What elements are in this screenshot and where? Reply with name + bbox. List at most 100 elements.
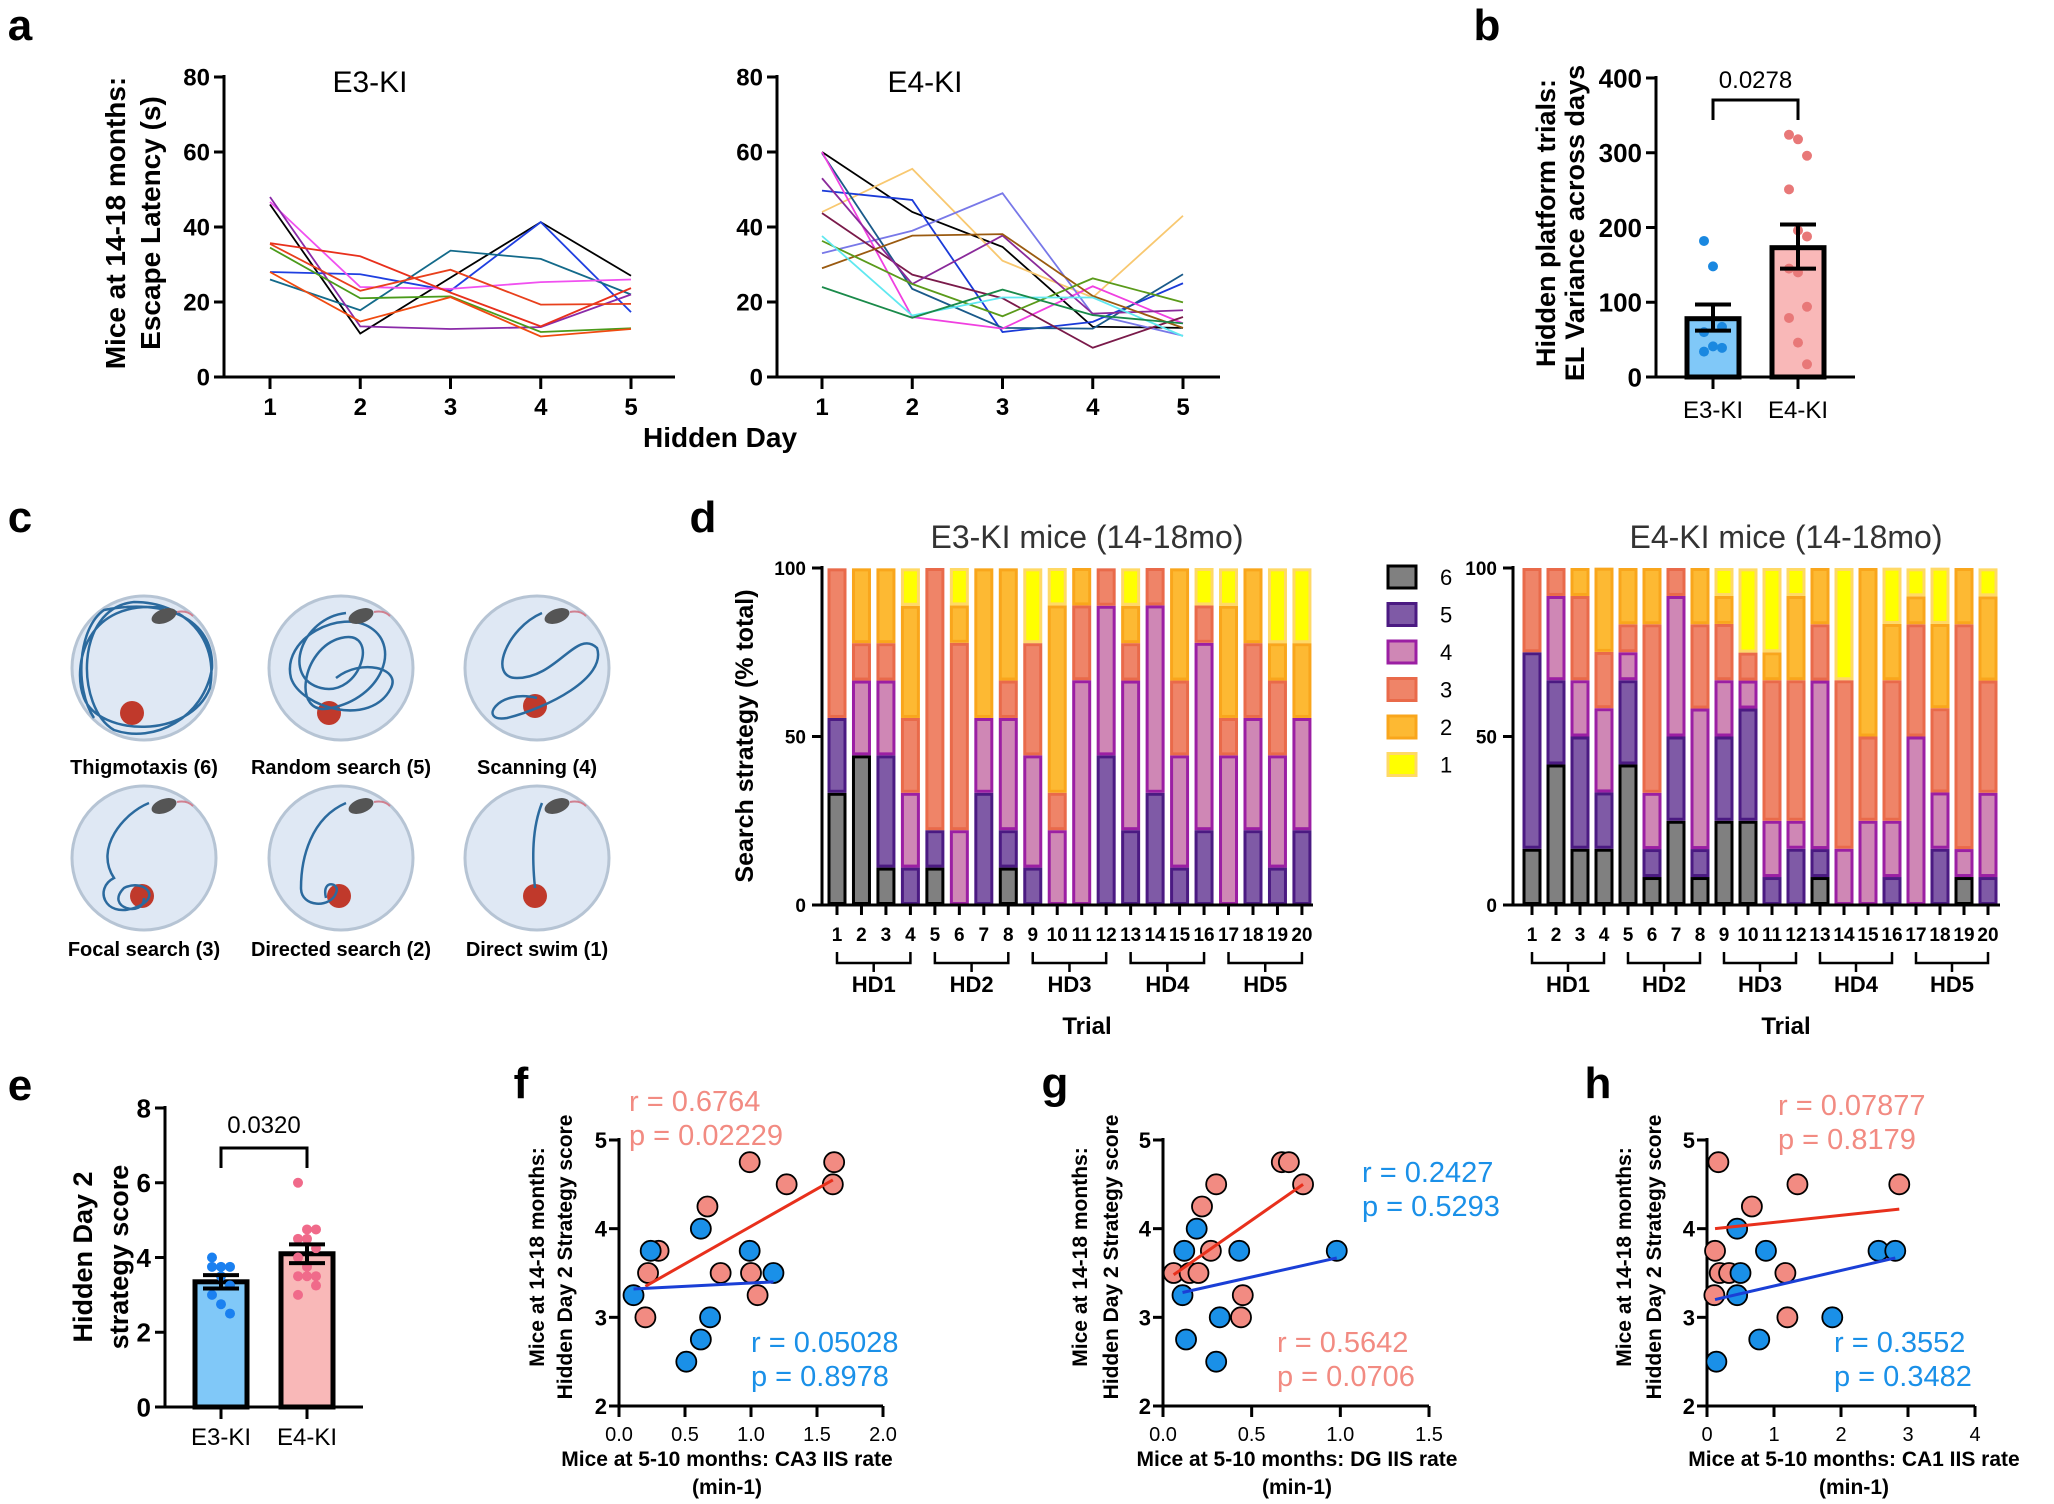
day-bracket xyxy=(1914,952,1990,972)
data-point-e3-ki xyxy=(1205,1350,1228,1373)
bar-segment-strategy-2 xyxy=(1810,568,1830,625)
data-point-e4-ki xyxy=(1205,1173,1228,1196)
bar-segment-strategy-4 xyxy=(1666,595,1686,737)
category-label: E4-KI xyxy=(1768,397,1828,424)
data-point xyxy=(302,1233,312,1244)
x-tick-label: 16 xyxy=(1881,925,1902,946)
legend-swatch xyxy=(1386,714,1418,740)
x-axis-unit: (min-1) xyxy=(1262,1476,1332,1499)
panel-label: e xyxy=(8,1061,32,1110)
bar-segment-strategy-4 xyxy=(1145,605,1165,793)
bar-segment-strategy-3 xyxy=(1762,680,1782,821)
category-label: E4-KI xyxy=(277,1424,337,1451)
pool-icon xyxy=(267,784,415,932)
y-axis-label: Mice at 14-18 months: xyxy=(100,77,131,370)
bar-segment-strategy-4 xyxy=(1047,830,1067,905)
data-point-e3-ki xyxy=(689,1328,712,1351)
line-chart-a-e4: E4-KI 0 20 40 60 80 1 2 3 4 5 xyxy=(736,65,1220,421)
correlation-r: r = 0.07877 xyxy=(1778,1090,1926,1122)
y-tick-label: 40 xyxy=(736,215,763,242)
bar-segment-strategy-3 xyxy=(851,643,871,681)
x-tick-label: 10 xyxy=(1047,925,1068,946)
bar-segment-strategy-4 xyxy=(1267,755,1287,868)
panel-label: d xyxy=(690,493,717,542)
strategy-illustration-random: Random search (5) xyxy=(251,594,431,779)
data-point xyxy=(216,1299,226,1310)
bar-segment-strategy-4 xyxy=(1546,595,1566,681)
data-point-e4-ki xyxy=(740,1262,762,1284)
mouse-tail xyxy=(176,800,194,807)
stacked-bar-chart-d-e4: E4-KI mice (14-18mo)1 2 3 4 5 6 7 8 9 10 11 12 13 14 1… xyxy=(1465,519,2000,1040)
bar-segment-strategy-2 xyxy=(1786,595,1806,681)
bar-segment-strategy-3 xyxy=(1194,605,1214,643)
y-axis-label: Hidden platform trials: xyxy=(1531,79,1561,367)
data-point xyxy=(293,1289,303,1300)
data-point-e3-ki xyxy=(1884,1239,1907,1262)
bar-segment-strategy-2 xyxy=(1618,568,1638,625)
x-tick-label: 1.0 xyxy=(1326,1424,1354,1446)
x-axis-unit: (min-1) xyxy=(1819,1476,1889,1499)
y-tick-label: 80 xyxy=(183,65,210,92)
data-point-e4-ki xyxy=(1707,1151,1730,1174)
bar-segment-strategy-6 xyxy=(1690,877,1710,905)
correlation-p: p = 0.8179 xyxy=(1778,1124,1916,1156)
bar-segment-strategy-2 xyxy=(1882,623,1902,681)
y-axis-label: Hidden Day 2 xyxy=(68,1171,98,1342)
mouse-icon xyxy=(544,798,570,814)
bar-segment-strategy-3 xyxy=(876,643,896,681)
strategy-label: Thigmotaxis (6) xyxy=(70,757,218,779)
y-tick-label: 3 xyxy=(595,1305,607,1330)
bar-segment-strategy-6 xyxy=(1570,848,1590,906)
bar-segment-strategy-1 xyxy=(900,568,920,606)
regression-line-e4-ki xyxy=(1714,1207,1900,1231)
line-chart-a-e3: E3-KI 0 20 40 60 80 1 2 3 4 5 Mice at 14-18 months:… xyxy=(100,65,675,421)
x-tick-label: 16 xyxy=(1193,925,1214,946)
bar-segment-strategy-3 xyxy=(1858,736,1878,821)
series-line xyxy=(821,235,1184,337)
y-axis-label: Hidden Day 2 Strategy score xyxy=(1643,1115,1666,1400)
bar-segment-strategy-3 xyxy=(1810,624,1830,681)
mouse-icon xyxy=(151,608,177,624)
y-tick-label: 200 xyxy=(1599,213,1642,243)
pool-icon xyxy=(463,594,611,742)
bar-segment-strategy-2 xyxy=(1047,605,1067,793)
day-group-label: HD3 xyxy=(1047,972,1091,997)
day-group-label: HD2 xyxy=(950,972,994,997)
x-tick-label: 19 xyxy=(1267,925,1288,946)
y-tick-label: 4 xyxy=(595,1217,608,1242)
data-point-e4-ki xyxy=(775,1173,798,1196)
swim-path xyxy=(288,611,394,712)
x-tick-label: 5 xyxy=(1623,925,1634,946)
series-line xyxy=(821,233,1184,329)
legend-swatch xyxy=(1386,639,1418,665)
bar-segment-strategy-6 xyxy=(1666,820,1686,905)
y-tick-label: 40 xyxy=(183,215,210,242)
x-tick-label: 8 xyxy=(1003,925,1014,946)
bar-segment-strategy-4 xyxy=(1930,792,1950,849)
swim-path xyxy=(102,801,151,912)
bar-segment-strategy-5 xyxy=(998,830,1018,868)
bar-segment-strategy-1 xyxy=(1047,568,1067,606)
data-point xyxy=(302,1224,312,1235)
y-tick-label: 50 xyxy=(785,727,806,748)
y-tick-label: 5 xyxy=(595,1128,607,1153)
y-tick-label: 100 xyxy=(774,559,806,580)
x-tick-label: 7 xyxy=(1671,925,1682,946)
legend-label: 3 xyxy=(1440,678,1452,703)
data-point xyxy=(1802,231,1812,242)
bar-segment-strategy-2 xyxy=(974,568,994,718)
x-axis-label: Mice at 5-10 months: DG IIS rate xyxy=(1137,1448,1458,1471)
y-tick-label: 0 xyxy=(197,365,210,392)
series-line xyxy=(821,151,1184,329)
bar-segment-strategy-4 xyxy=(1023,755,1043,868)
swim-path xyxy=(532,802,544,889)
bar-segment-strategy-5 xyxy=(1618,680,1638,765)
data-point-e3-ki xyxy=(1325,1239,1348,1262)
bar-segment-strategy-2 xyxy=(1858,568,1878,737)
data-point xyxy=(1699,235,1709,246)
x-tick-label: 5 xyxy=(624,394,637,421)
legend-label: 2 xyxy=(1440,715,1452,740)
bar-segment-strategy-2 xyxy=(1570,568,1590,596)
data-point-e3-ki xyxy=(699,1306,721,1329)
data-point-e3-ki xyxy=(1175,1328,1197,1351)
